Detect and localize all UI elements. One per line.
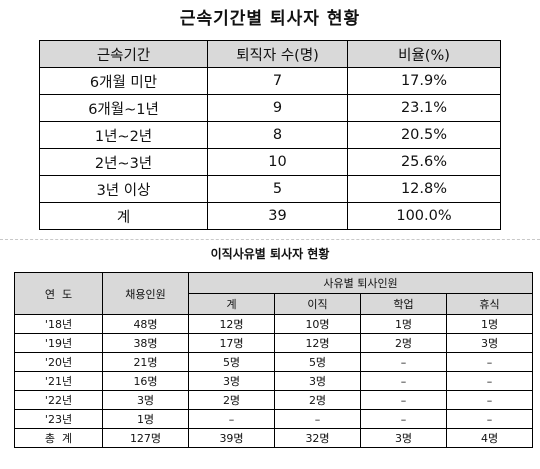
- cell-year: 총 계: [14, 428, 103, 448]
- header-year: 연 도: [14, 272, 103, 315]
- cell-study: 1명: [360, 314, 447, 334]
- cell-job-change: 10명: [274, 314, 361, 334]
- cell-count: 7: [207, 67, 348, 95]
- cell-tenure: 1년~2년: [39, 121, 208, 149]
- cell-study: 3명: [360, 428, 447, 448]
- cell-year: '20년: [14, 352, 103, 372]
- reason-table: 연 도 채용인원 사유별 퇴사인원 계 이직 학업 휴식 '18년 48명 12…: [14, 272, 534, 448]
- cell-rest: –: [445, 409, 534, 429]
- header-hired: 채용인원: [102, 272, 189, 315]
- table-row: 2년~3년 10 25.6%: [39, 148, 501, 176]
- cell-ratio: 25.6%: [347, 148, 501, 176]
- cell-tenure: 6개월~1년: [39, 94, 208, 122]
- table-row-total: 계 39 100.0%: [39, 202, 501, 230]
- header-total: 계: [188, 293, 275, 315]
- table-row-total: 총 계 127명 39명 32명 3명 4명: [14, 428, 534, 448]
- header-study: 학업: [360, 293, 447, 315]
- table-row: '21년 16명 3명 3명 – –: [14, 371, 534, 391]
- cell-tenure: 계: [39, 202, 208, 230]
- cell-rest: –: [445, 371, 534, 391]
- table-row: '20년 21명 5명 5명 – –: [14, 352, 534, 372]
- cell-ratio: 20.5%: [347, 121, 501, 149]
- cell-total: –: [188, 409, 275, 429]
- table-row: 6개월 미만 7 17.9%: [39, 67, 501, 95]
- cell-year: '23년: [14, 409, 103, 429]
- cell-study: –: [360, 409, 447, 429]
- table-row: '23년 1명 – – – –: [14, 409, 534, 429]
- cell-count: 5: [207, 175, 348, 203]
- table-row: 3년 이상 5 12.8%: [39, 175, 501, 203]
- cell-study: –: [360, 371, 447, 391]
- cell-hired: 127명: [102, 428, 189, 448]
- cell-tenure: 3년 이상: [39, 175, 208, 203]
- cell-total: 39명: [188, 428, 275, 448]
- cell-hired: 21명: [102, 352, 189, 372]
- cell-hired: 38명: [102, 333, 189, 353]
- cell-count: 39: [207, 202, 348, 230]
- cell-ratio: 12.8%: [347, 175, 501, 203]
- cell-rest: 4명: [445, 428, 534, 448]
- cell-total: 12명: [188, 314, 275, 334]
- section-divider: [0, 239, 540, 240]
- cell-rest: –: [445, 352, 534, 372]
- cell-study: –: [360, 352, 447, 372]
- cell-year: '18년: [14, 314, 103, 334]
- cell-tenure: 6개월 미만: [39, 67, 208, 95]
- cell-tenure: 2년~3년: [39, 148, 208, 176]
- cell-hired: 3명: [102, 390, 189, 410]
- cell-hired: 1명: [102, 409, 189, 429]
- cell-job-change: 12명: [274, 333, 361, 353]
- cell-job-change: –: [274, 409, 361, 429]
- header-count: 퇴직자 수(명): [207, 40, 348, 68]
- cell-count: 9: [207, 94, 348, 122]
- cell-count: 10: [207, 148, 348, 176]
- cell-rest: 1명: [445, 314, 534, 334]
- table-row: 6개월~1년 9 23.1%: [39, 94, 501, 122]
- table-row: '18년 48명 12명 10명 1명 1명: [14, 314, 534, 334]
- header-job-change: 이직: [274, 293, 361, 315]
- cell-total: 3명: [188, 371, 275, 391]
- cell-ratio: 23.1%: [347, 94, 501, 122]
- cell-hired: 16명: [102, 371, 189, 391]
- table-row: '19년 38명 17명 12명 2명 3명: [14, 333, 534, 353]
- cell-year: '21년: [14, 371, 103, 391]
- reason-table-header: 연 도 채용인원 사유별 퇴사인원: [14, 272, 534, 315]
- title-tenure-resignations: 근속기간별 퇴사자 현황: [179, 9, 361, 29]
- cell-job-change: 5명: [274, 352, 361, 372]
- cell-year: '19년: [14, 333, 103, 353]
- cell-rest: 3명: [445, 333, 534, 353]
- tenure-table-header: 근속기간 퇴직자 수(명) 비율(%): [39, 40, 501, 68]
- tenure-table: 근속기간 퇴직자 수(명) 비율(%) 6개월 미만 7 17.9% 6개월~1…: [39, 40, 501, 230]
- cell-hired: 48명: [102, 314, 189, 334]
- cell-year: '22년: [14, 390, 103, 410]
- table-row: 1년~2년 8 20.5%: [39, 121, 501, 149]
- cell-study: –: [360, 390, 447, 410]
- cell-ratio: 17.9%: [347, 67, 501, 95]
- cell-job-change: 2명: [274, 390, 361, 410]
- cell-total: 2명: [188, 390, 275, 410]
- cell-count: 8: [207, 121, 348, 149]
- cell-total: 17명: [188, 333, 275, 353]
- header-rest: 휴식: [445, 293, 534, 315]
- cell-study: 2명: [360, 333, 447, 353]
- cell-rest: –: [445, 390, 534, 410]
- cell-job-change: 3명: [274, 371, 361, 391]
- cell-job-change: 32명: [274, 428, 361, 448]
- table-row: '22년 3명 2명 2명 – –: [14, 390, 534, 410]
- cell-ratio: 100.0%: [347, 202, 501, 230]
- title-reason-resignations: 이직사유별 퇴사자 현황: [210, 247, 330, 261]
- header-ratio: 비율(%): [347, 40, 501, 68]
- header-reason-group: 사유별 퇴사인원: [187, 272, 534, 294]
- cell-total: 5명: [188, 352, 275, 372]
- header-tenure: 근속기간: [39, 40, 208, 68]
